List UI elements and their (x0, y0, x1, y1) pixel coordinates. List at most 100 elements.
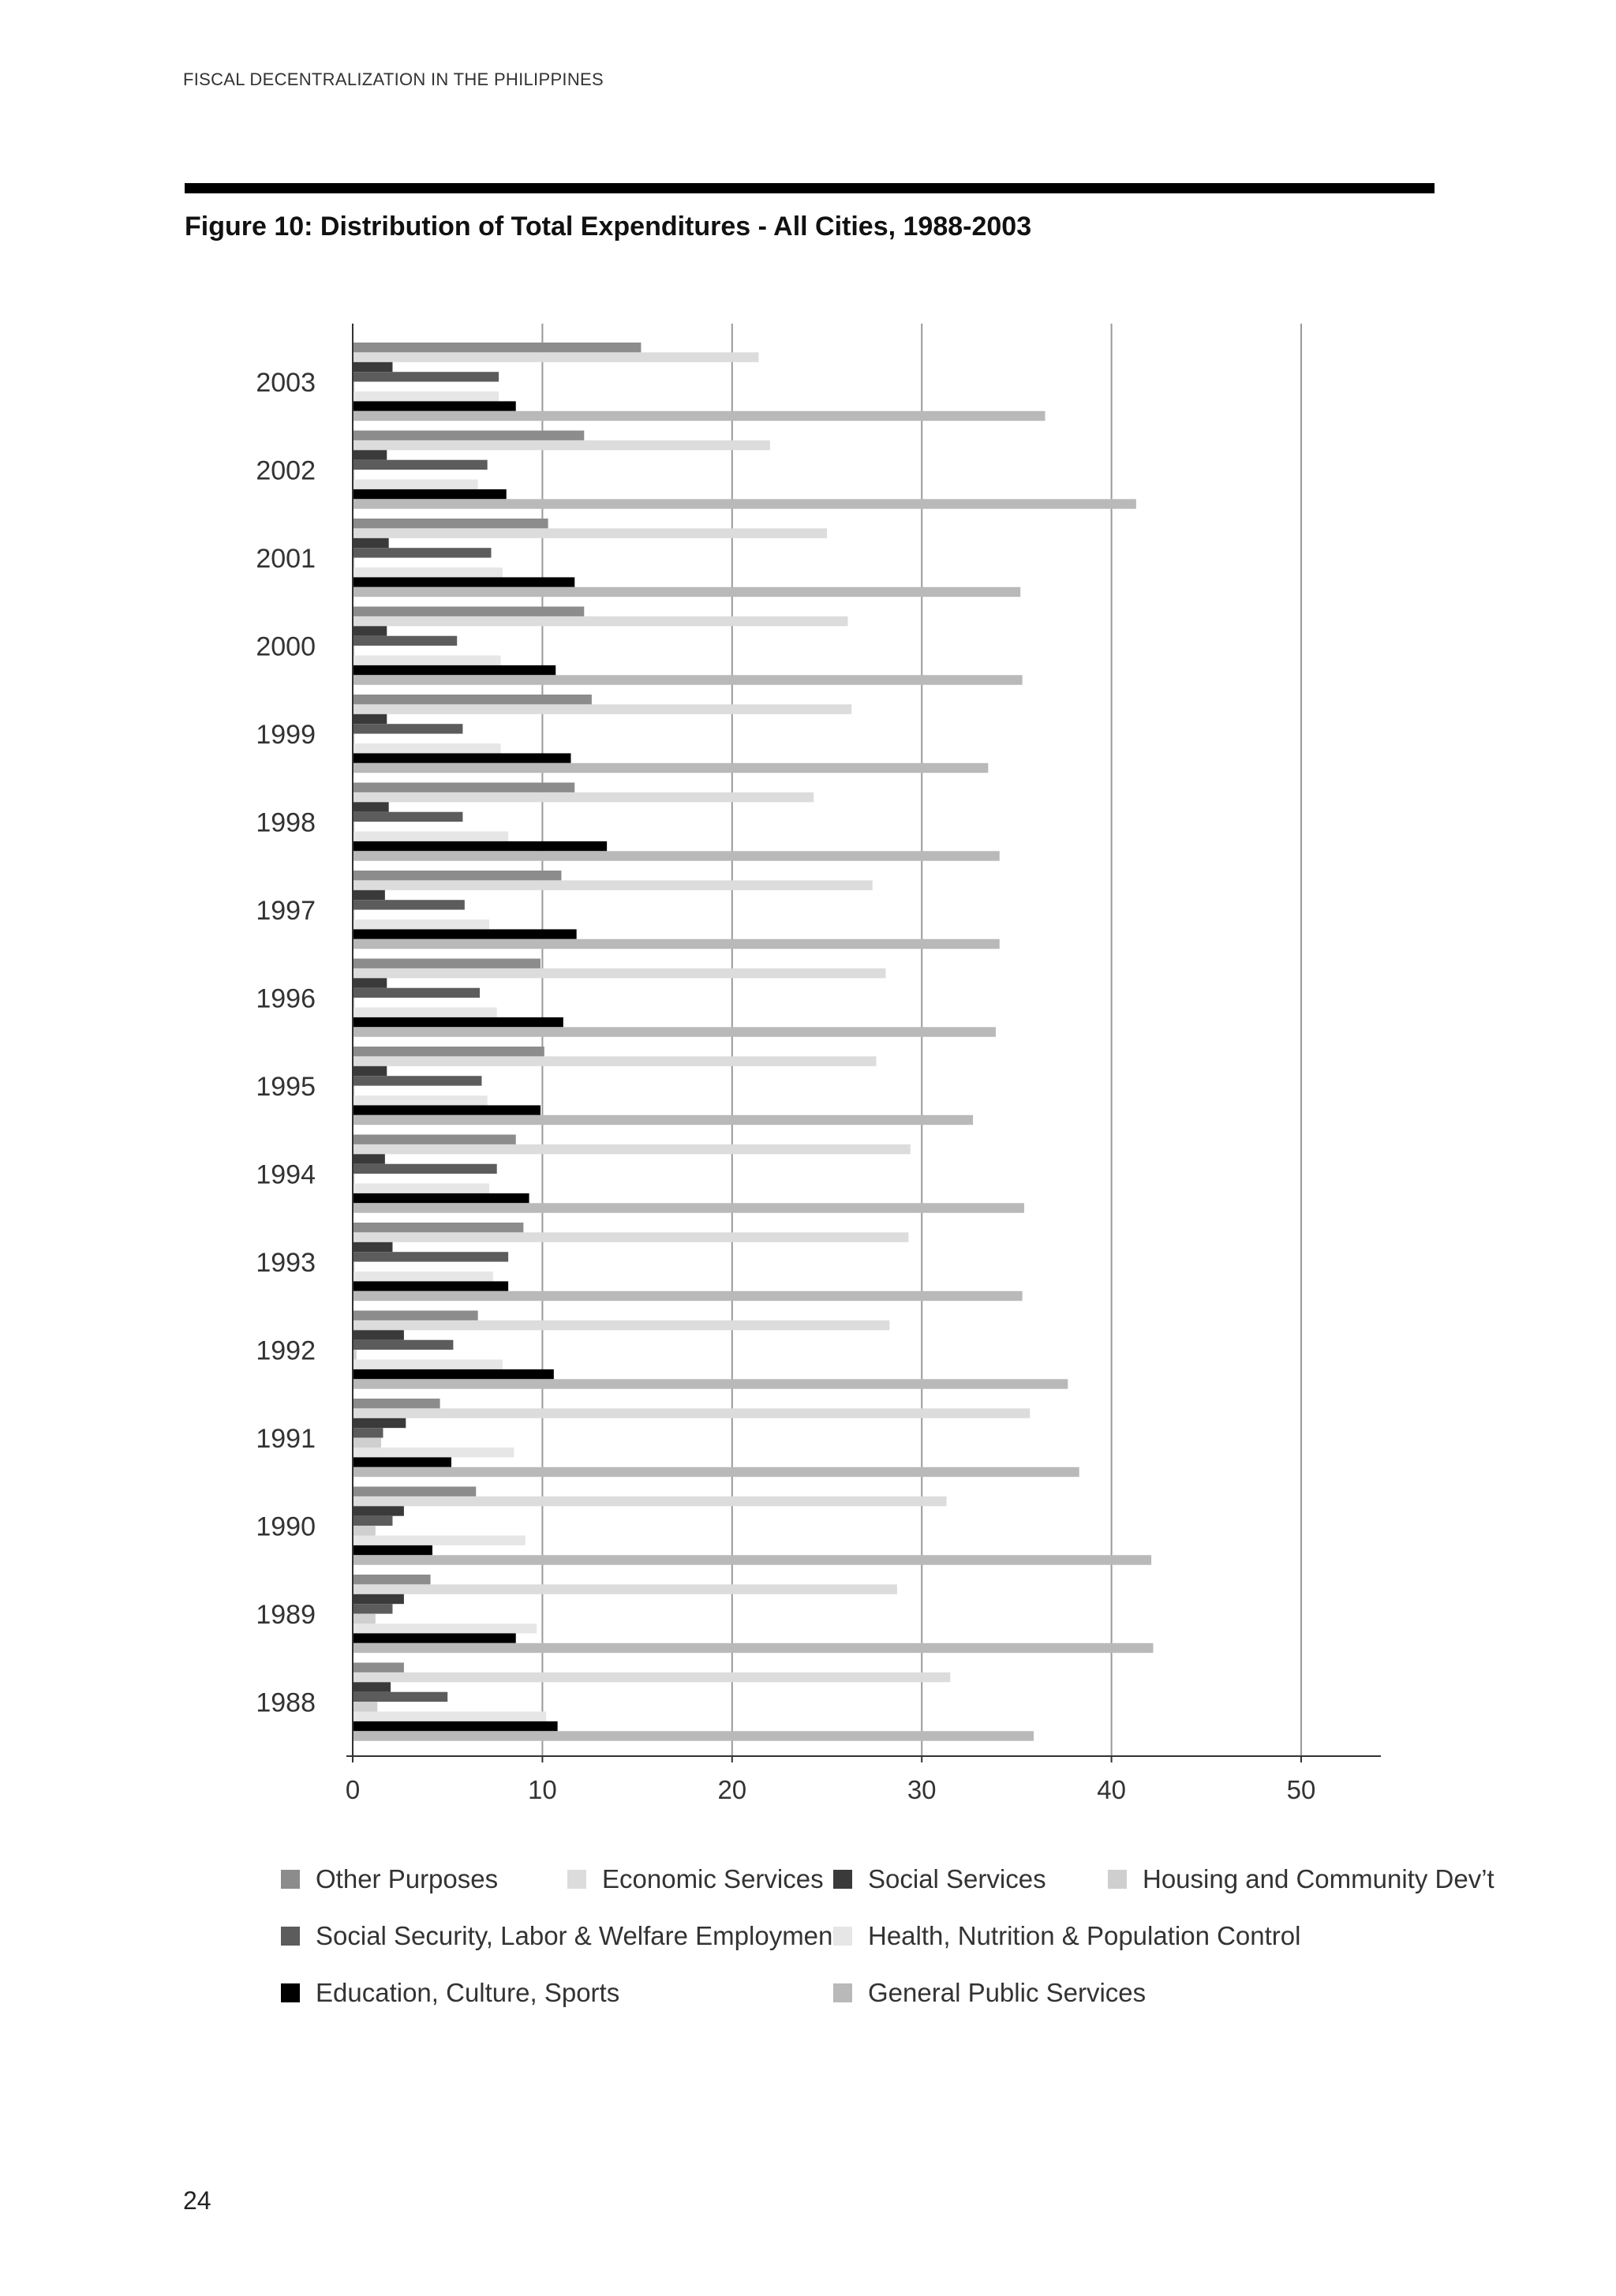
y-tick-label: 1992 (256, 1336, 316, 1366)
bar (353, 655, 501, 665)
legend-label: Housing and Community Dev’t (1143, 1864, 1494, 1893)
bar (353, 714, 387, 725)
bar (353, 1252, 509, 1262)
expenditures-bar-chart: 0 10 20 30 40 50 2003 2002 2001 2000 1999 1998 1997 1… (256, 324, 1381, 1804)
bar (353, 616, 848, 627)
bar (353, 1096, 488, 1106)
bar (353, 1281, 509, 1291)
bar (353, 1731, 1034, 1741)
bar (353, 361, 393, 373)
legend-label: Education, Culture, Sports (316, 1978, 620, 2007)
bar (353, 1134, 516, 1144)
bar (353, 557, 355, 567)
y-tick-label: 1997 (256, 896, 316, 926)
bar (353, 1437, 382, 1448)
bar (353, 1624, 537, 1634)
bar (353, 1496, 947, 1507)
bar (353, 920, 490, 930)
y-tick-label: 2003 (256, 368, 316, 398)
y-tick-label: 1998 (256, 808, 316, 838)
bar (353, 704, 852, 714)
bar (353, 880, 873, 890)
bar (353, 1310, 478, 1320)
bar (353, 1506, 404, 1516)
bar (353, 343, 642, 353)
page-number: 24 (183, 2186, 211, 2215)
legend-swatch (833, 1870, 852, 1889)
bar (353, 1448, 514, 1458)
legend-label: Other Purposes (316, 1864, 499, 1893)
bar (353, 978, 387, 988)
legend-swatch (567, 1870, 586, 1889)
bar (353, 528, 827, 538)
axes (346, 324, 1381, 1762)
bar (353, 1613, 376, 1624)
bar (353, 1163, 497, 1174)
bars (353, 343, 1154, 1741)
y-tick-label: 1988 (256, 1688, 316, 1718)
bar (353, 450, 387, 460)
bar (353, 1017, 563, 1028)
x-tick-label: 20 (717, 1775, 746, 1804)
bar (353, 489, 507, 500)
y-tick-label: 1995 (256, 1072, 316, 1102)
bar (353, 1466, 1079, 1478)
legend-label: Economic Services (602, 1864, 824, 1893)
legend-swatch (281, 1983, 300, 2002)
bar (353, 1604, 393, 1614)
bar (353, 1007, 497, 1017)
bar (353, 733, 355, 743)
bar (353, 440, 770, 451)
bar (353, 929, 577, 939)
legend-label: Social Services (868, 1864, 1046, 1893)
bar (353, 802, 389, 812)
bar (353, 1027, 996, 1037)
bar (353, 1702, 378, 1712)
bar (353, 646, 355, 656)
bar (353, 1662, 404, 1672)
bar (353, 1545, 432, 1556)
bar (353, 1261, 355, 1272)
bar (353, 1555, 1152, 1565)
y-tick-label: 2002 (256, 456, 316, 486)
bar (353, 724, 463, 734)
legend-swatch (281, 1927, 300, 1946)
bar (353, 1428, 383, 1438)
legend-item-other-purposes: Other Purposes (281, 1864, 498, 1894)
bar (353, 831, 509, 841)
x-tick-label: 10 (528, 1775, 557, 1804)
bar (353, 1711, 547, 1721)
bar (353, 1486, 477, 1496)
legend-label: Social Security, Labor & Welfare Employm… (316, 1921, 840, 1950)
bar (353, 968, 886, 979)
legend-label: Health, Nutrition & Population Control (868, 1921, 1301, 1950)
bar (353, 1633, 516, 1643)
bar (353, 548, 492, 558)
y-tick-label: 1994 (256, 1160, 316, 1190)
bar (353, 1114, 974, 1126)
bar (353, 938, 1000, 949)
x-tick-label: 40 (1097, 1775, 1126, 1804)
bar (353, 401, 516, 411)
bar (353, 782, 575, 792)
y-tick-label: 1999 (256, 720, 316, 750)
bar (353, 1672, 951, 1683)
bar (353, 1369, 554, 1380)
bar (353, 1154, 385, 1164)
bar (353, 1203, 1025, 1213)
bar (353, 1515, 393, 1526)
bar (353, 1418, 406, 1429)
gridlines (541, 324, 1302, 1756)
bar (353, 753, 571, 763)
bar (353, 1183, 490, 1193)
bar (353, 1242, 393, 1253)
bar (353, 567, 503, 578)
bar (353, 635, 458, 646)
bar (353, 372, 499, 382)
x-tick-label: 50 (1287, 1775, 1316, 1804)
bar (353, 900, 465, 910)
bar (353, 665, 556, 676)
bar (353, 1174, 355, 1184)
bar (353, 1047, 544, 1057)
bar (353, 1691, 448, 1702)
